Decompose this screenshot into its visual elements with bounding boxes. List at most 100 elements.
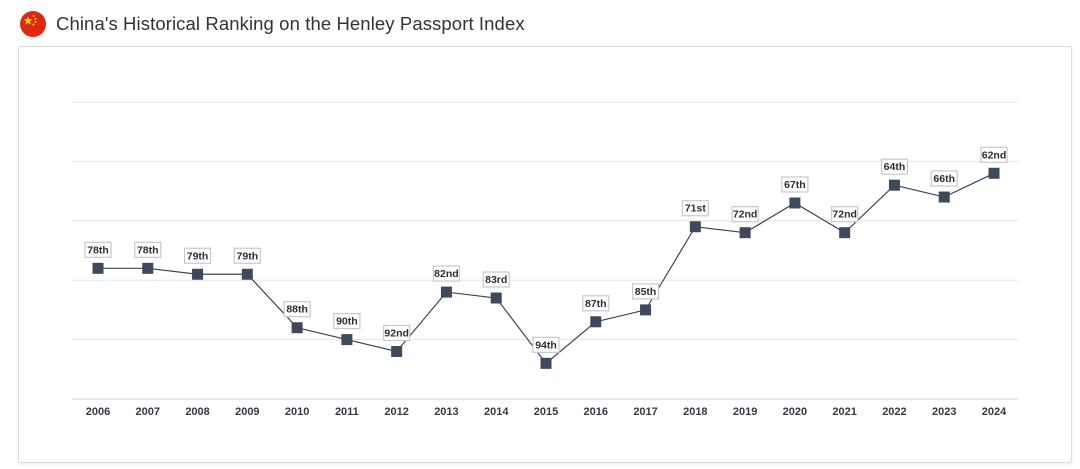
data-label-text: 87th bbox=[585, 298, 607, 310]
data-point-marker[interactable] bbox=[341, 334, 353, 346]
data-point-marker[interactable] bbox=[739, 227, 751, 239]
data-point-marker[interactable] bbox=[789, 197, 801, 209]
data-label: 79th bbox=[233, 247, 261, 264]
data-label: 66th bbox=[930, 170, 958, 187]
data-label-box bbox=[482, 271, 510, 288]
data-label-box bbox=[582, 295, 610, 312]
x-tick-label: 2023 bbox=[932, 406, 956, 418]
data-point-marker[interactable] bbox=[938, 191, 950, 203]
data-label-text: 72nd bbox=[832, 209, 857, 221]
data-label: 85th bbox=[631, 283, 660, 300]
data-point-marker[interactable] bbox=[92, 262, 104, 274]
data-label-text: 79th bbox=[237, 250, 259, 262]
data-label: 79th bbox=[183, 247, 212, 264]
data-label-box bbox=[383, 324, 411, 342]
data-label-box bbox=[134, 241, 162, 258]
data-label-text: 64th bbox=[884, 161, 906, 173]
x-tick-label: 2024 bbox=[982, 406, 1007, 418]
series-line bbox=[98, 172, 995, 365]
x-tick-label: 2008 bbox=[185, 406, 209, 418]
data-label: 83rd bbox=[482, 271, 510, 288]
data-point-marker[interactable] bbox=[241, 268, 253, 280]
data-label: 62nd bbox=[980, 146, 1008, 163]
data-point-marker[interactable] bbox=[689, 221, 701, 233]
data-label-text: 62nd bbox=[982, 149, 1007, 161]
data-label-box bbox=[831, 206, 859, 223]
data-label-box bbox=[930, 170, 958, 187]
data-label-box bbox=[432, 265, 461, 282]
data-point-marker[interactable] bbox=[440, 286, 452, 298]
x-tick-label: 2018 bbox=[683, 406, 707, 418]
data-label: 92nd bbox=[383, 324, 411, 342]
data-label: 87th bbox=[582, 295, 610, 312]
china-flag-icon bbox=[20, 11, 46, 37]
chart-header: China's Historical Ranking on the Henley… bbox=[20, 8, 525, 40]
data-label: 94th bbox=[532, 336, 560, 353]
line-chart: 2006 2007 2008 2009 2010 2011 2012 2013 2014 2015… bbox=[72, 101, 1018, 418]
data-label: 78th bbox=[84, 241, 112, 258]
data-label-text: 92nd bbox=[384, 327, 409, 339]
data-label-text: 66th bbox=[933, 173, 955, 185]
data-label: 82nd bbox=[432, 265, 461, 282]
x-tick-label: 2015 bbox=[534, 406, 558, 418]
data-label-box bbox=[233, 247, 261, 264]
data-label-text: 78th bbox=[87, 244, 109, 256]
data-label-box bbox=[631, 283, 660, 300]
data-point-marker[interactable] bbox=[590, 316, 602, 328]
data-label: 90th bbox=[333, 313, 361, 330]
data-label: 78th bbox=[134, 241, 162, 258]
data-point-marker[interactable] bbox=[291, 322, 303, 334]
chart-title: China's Historical Ranking on the Henley… bbox=[56, 13, 525, 34]
data-label-text: 88th bbox=[286, 304, 308, 316]
data-point-marker[interactable] bbox=[888, 179, 900, 191]
data-labels-layer: 78th 78th 79th 79th 88th 90th 92nd 82nd 83rd 94th… bbox=[84, 146, 1008, 353]
data-label-box bbox=[283, 301, 311, 318]
data-point-marker[interactable] bbox=[988, 167, 1000, 179]
data-label-text: 67th bbox=[784, 179, 806, 191]
data-label-text: 78th bbox=[137, 244, 159, 256]
data-label-box bbox=[183, 247, 212, 264]
x-tick-label: 2022 bbox=[882, 406, 906, 418]
grid-lines bbox=[72, 101, 1018, 341]
data-label-box bbox=[681, 200, 709, 217]
data-label-box bbox=[532, 336, 560, 353]
x-tick-label: 2020 bbox=[783, 406, 807, 418]
data-label-box bbox=[731, 206, 759, 223]
data-label-box bbox=[980, 146, 1008, 163]
data-label-box bbox=[781, 176, 809, 193]
data-point-marker[interactable] bbox=[192, 268, 204, 280]
data-point-marker[interactable] bbox=[839, 227, 851, 239]
data-label-text: 90th bbox=[336, 316, 358, 328]
data-point-marker[interactable] bbox=[640, 304, 652, 316]
data-label: 72nd bbox=[831, 206, 859, 223]
x-tick-label: 2012 bbox=[384, 406, 408, 418]
data-label: 72nd bbox=[731, 206, 759, 223]
data-label: 64th bbox=[880, 158, 909, 175]
data-label-text: 72nd bbox=[733, 209, 758, 221]
data-label-text: 71st bbox=[685, 203, 707, 215]
data-point-marker[interactable] bbox=[490, 292, 502, 304]
x-tick-label: 2009 bbox=[235, 406, 259, 418]
data-point-marker[interactable] bbox=[540, 357, 552, 369]
x-tick-label: 2016 bbox=[584, 406, 608, 418]
data-label-text: 85th bbox=[635, 286, 657, 298]
x-tick-label: 2017 bbox=[633, 406, 657, 418]
chart-card: 2006 2007 2008 2009 2010 2011 2012 2013 2014 2015… bbox=[18, 46, 1072, 463]
data-label: 88th bbox=[283, 301, 311, 318]
data-label-text: 79th bbox=[187, 250, 209, 262]
data-label: 67th bbox=[781, 176, 809, 193]
x-tick-label: 2021 bbox=[832, 406, 856, 418]
data-label-text: 82nd bbox=[434, 268, 459, 280]
x-tick-label: 2014 bbox=[484, 406, 509, 418]
x-tick-label: 2006 bbox=[86, 406, 110, 418]
data-label-box bbox=[880, 158, 909, 175]
x-tick-label: 2011 bbox=[335, 406, 359, 418]
series-line-layer bbox=[98, 172, 995, 365]
data-point-marker[interactable] bbox=[142, 262, 154, 274]
x-tick-label: 2013 bbox=[434, 406, 458, 418]
x-tick-label: 2007 bbox=[136, 406, 160, 418]
data-label-box bbox=[333, 313, 361, 330]
data-label: 71st bbox=[681, 200, 709, 217]
data-point-marker[interactable] bbox=[391, 345, 403, 357]
markers-layer bbox=[92, 167, 1000, 369]
